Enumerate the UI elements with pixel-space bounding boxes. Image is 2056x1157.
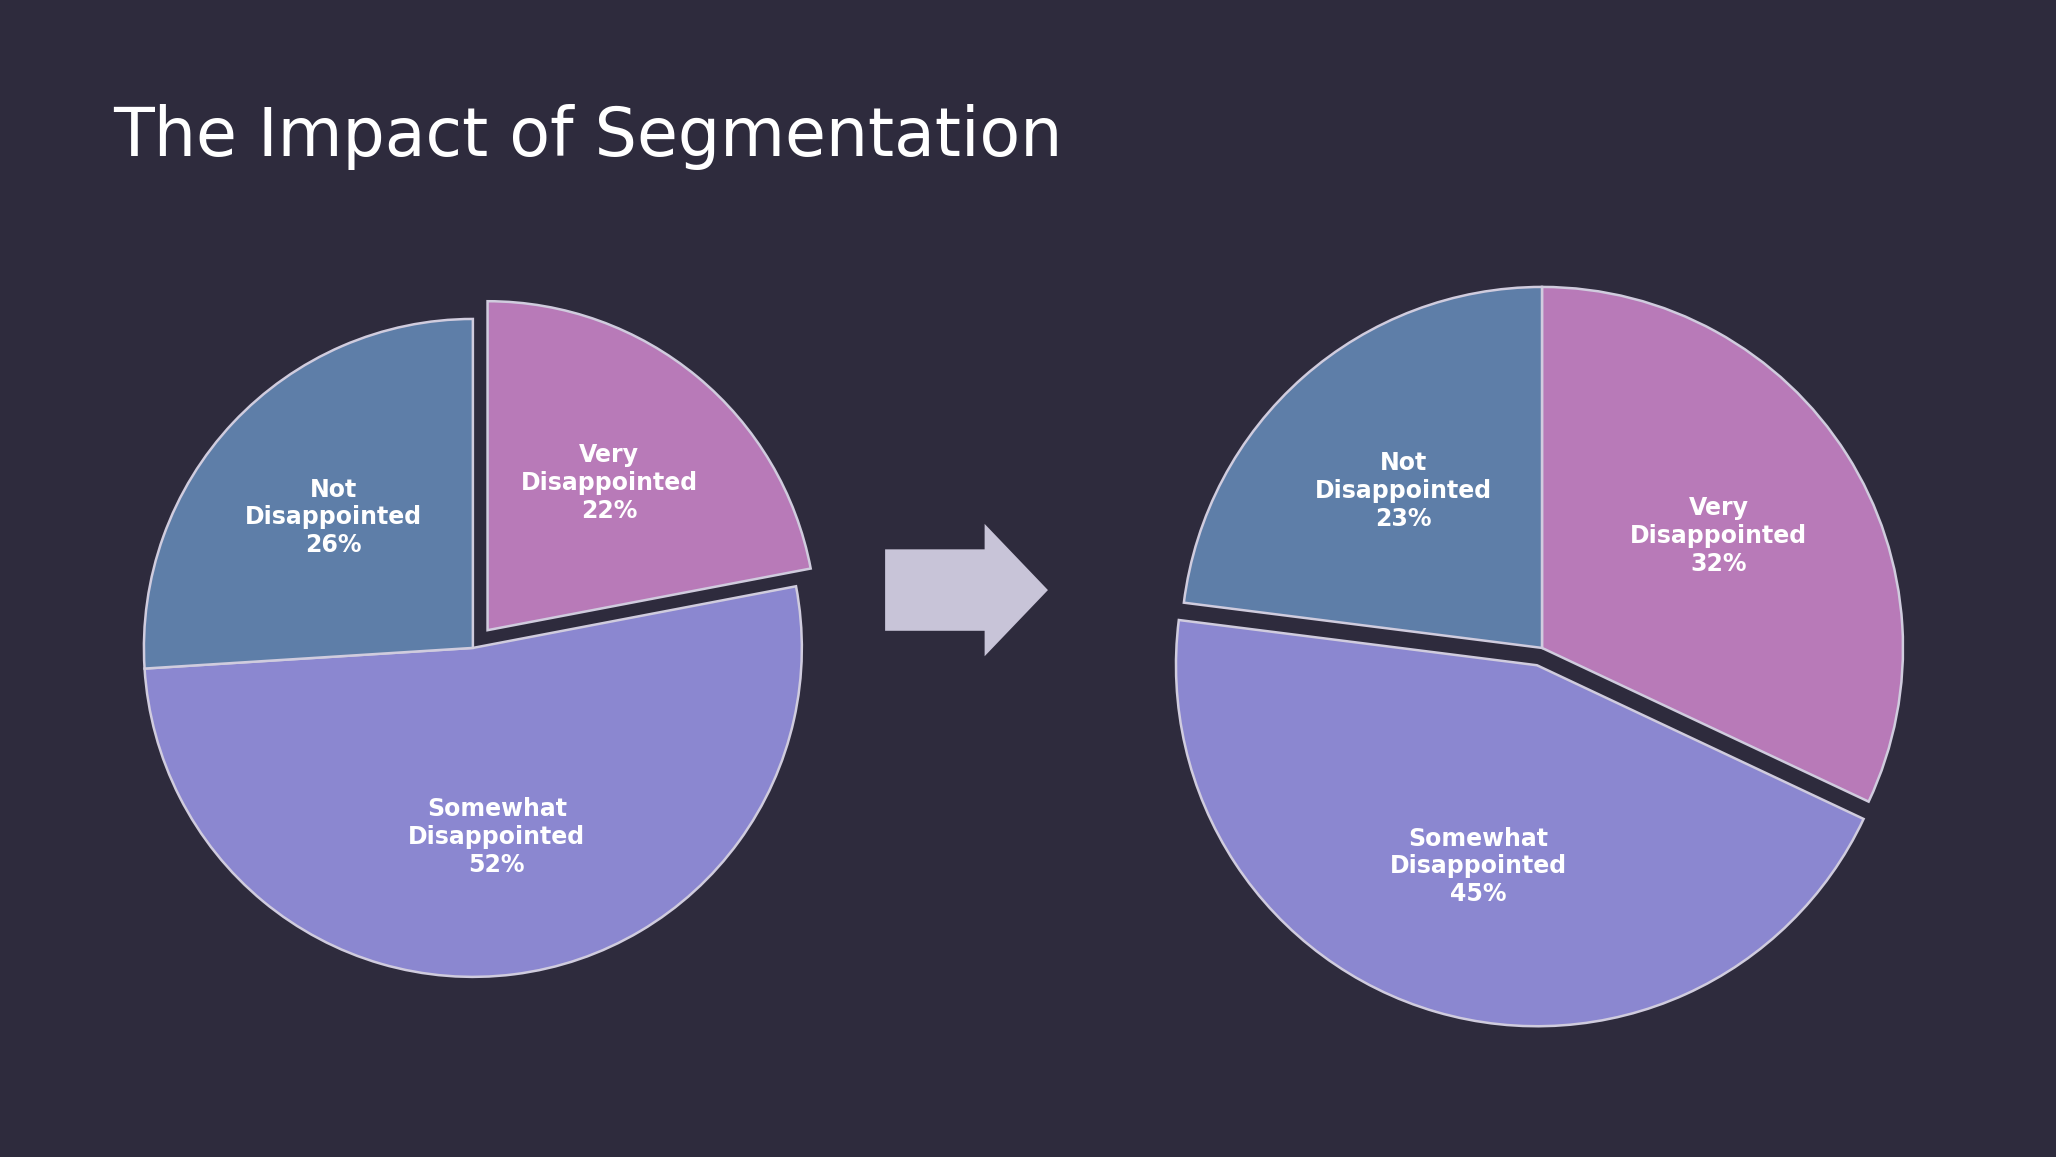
Text: Somewhat
Disappointed
45%: Somewhat Disappointed 45% [1390, 826, 1567, 906]
Text: Not
Disappointed
23%: Not Disappointed 23% [1316, 451, 1493, 531]
Text: Somewhat
Disappointed
52%: Somewhat Disappointed 52% [409, 797, 586, 877]
FancyArrow shape [884, 524, 1049, 656]
Wedge shape [487, 301, 810, 631]
Wedge shape [1176, 620, 1863, 1026]
Wedge shape [144, 587, 802, 977]
Text: Very
Disappointed
22%: Very Disappointed 22% [520, 443, 697, 523]
Wedge shape [144, 319, 473, 669]
Text: The Impact of Segmentation: The Impact of Segmentation [113, 104, 1063, 170]
Wedge shape [1184, 287, 1542, 648]
Wedge shape [1542, 287, 1904, 802]
Text: Not
Disappointed
26%: Not Disappointed 26% [245, 478, 421, 558]
Text: Very
Disappointed
32%: Very Disappointed 32% [1630, 496, 1807, 575]
